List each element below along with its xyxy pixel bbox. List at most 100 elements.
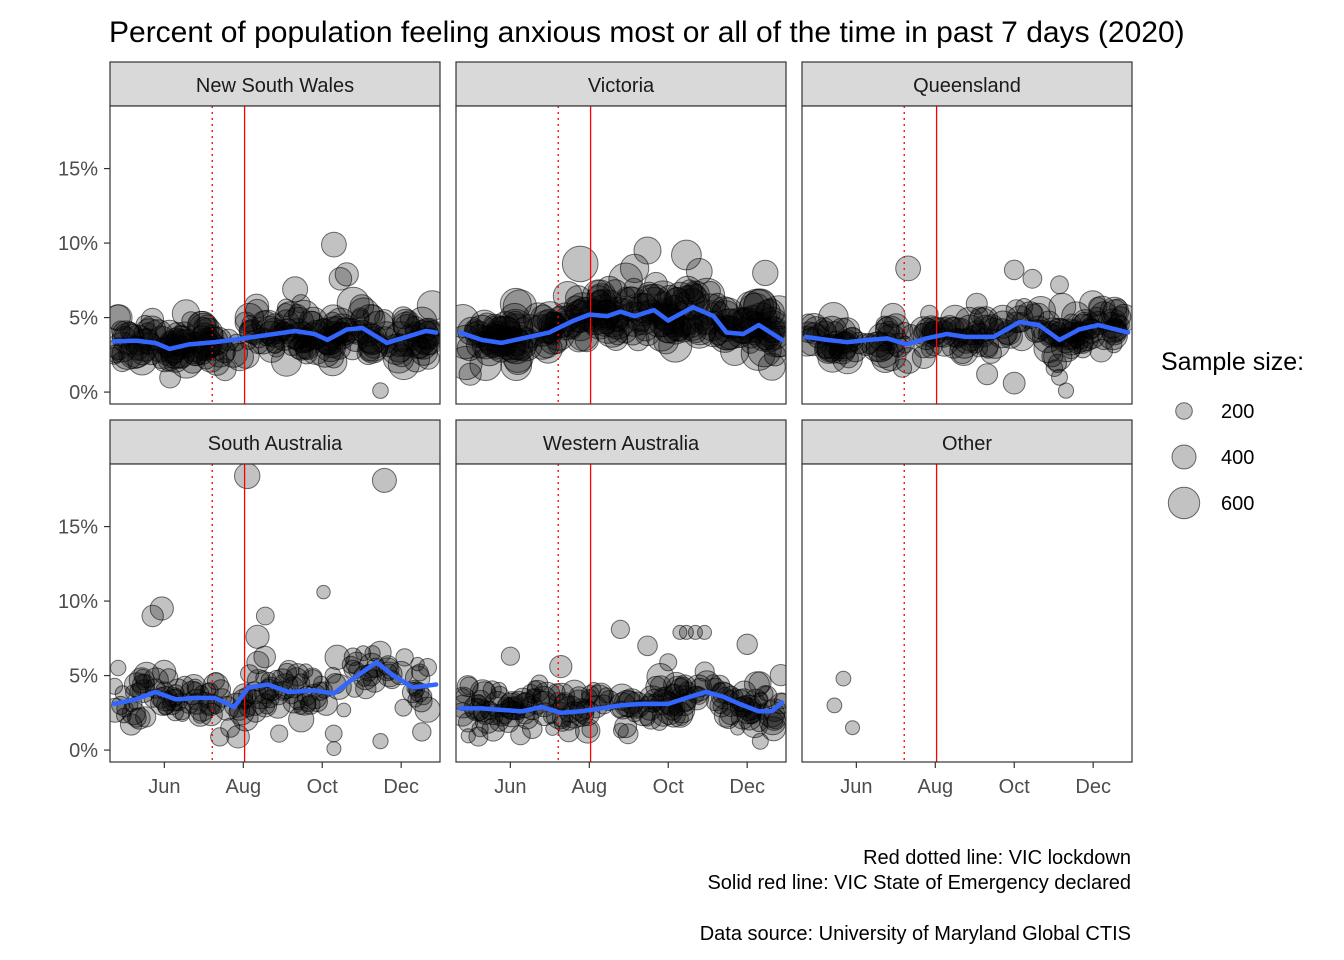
data-point xyxy=(954,314,986,346)
data-point xyxy=(752,259,779,287)
y-tick-label: 0% xyxy=(69,740,98,762)
data-point xyxy=(336,702,352,718)
data-point xyxy=(1002,371,1026,395)
y-tick-label: 15% xyxy=(58,517,98,539)
data-point xyxy=(500,646,520,666)
y-tick-label: 15% xyxy=(58,159,98,181)
data-point xyxy=(135,674,152,691)
data-point xyxy=(633,236,662,265)
data-point xyxy=(234,302,265,333)
data-point xyxy=(654,313,685,344)
data-point xyxy=(460,728,476,744)
data-point xyxy=(355,645,372,662)
x-tick-label: Aug xyxy=(571,776,607,798)
facet-panel: Victoria xyxy=(455,61,787,405)
caption-line: Red dotted line: VIC lockdown xyxy=(863,847,1131,869)
data-point xyxy=(731,306,765,340)
facet-strip xyxy=(109,61,441,107)
data-point xyxy=(391,306,415,330)
data-point xyxy=(976,363,999,386)
data-point xyxy=(199,702,223,727)
y-tick-label: 5% xyxy=(69,666,98,688)
facet-strip xyxy=(801,61,1133,107)
data-point xyxy=(371,467,397,493)
data-point xyxy=(407,692,424,708)
legend-label: 400 xyxy=(1221,447,1254,469)
data-point xyxy=(202,672,230,699)
data-point xyxy=(826,697,843,714)
smooth-trend-line xyxy=(111,325,439,352)
data-point xyxy=(226,724,250,749)
data-point xyxy=(730,720,746,736)
data-point xyxy=(758,685,774,702)
data-point xyxy=(1057,382,1075,399)
x-tick-label: Aug xyxy=(225,776,261,798)
data-point xyxy=(561,245,599,283)
caption-line: Solid red line: VIC State of Emergency d… xyxy=(707,872,1131,894)
data-point xyxy=(459,676,479,696)
data-point xyxy=(835,670,852,687)
x-tick-label: Dec xyxy=(729,776,765,798)
data-point xyxy=(326,741,342,757)
data-point xyxy=(482,680,502,700)
data-point xyxy=(325,673,352,700)
data-point xyxy=(1022,268,1043,289)
data-point xyxy=(270,724,289,743)
panel-plot-area xyxy=(802,106,1132,404)
data-point xyxy=(407,306,438,337)
data-point xyxy=(736,633,758,655)
data-point xyxy=(324,724,343,743)
data-point xyxy=(1089,338,1113,363)
legend: Sample size: 200 400 600 xyxy=(1161,348,1304,520)
x-tick-label: Jun xyxy=(148,776,180,798)
data-point xyxy=(258,698,276,715)
data-point xyxy=(1015,298,1034,316)
legend-key-circle xyxy=(1167,486,1201,520)
data-point xyxy=(525,688,542,705)
facet-strip-label: Queensland xyxy=(913,75,1021,97)
data-point xyxy=(610,619,631,640)
facet-panel: Western Australia Jun Aug Oct Dec xyxy=(455,419,787,798)
data-point xyxy=(410,690,433,713)
data-point xyxy=(1045,359,1064,378)
data-point xyxy=(490,681,508,699)
data-point xyxy=(456,675,479,698)
data-point xyxy=(288,304,308,324)
panel-plot-area xyxy=(110,464,440,762)
data-point xyxy=(1099,296,1130,327)
panel-plot-area xyxy=(826,464,938,762)
data-point xyxy=(978,339,999,359)
data-point xyxy=(328,267,353,291)
x-tick-label: Oct xyxy=(653,776,685,798)
data-point xyxy=(626,705,643,723)
data-point xyxy=(299,695,317,713)
data-point xyxy=(316,584,331,600)
facet-strip xyxy=(109,419,441,465)
legend-key-circle xyxy=(1175,402,1193,420)
x-tick-label: Dec xyxy=(383,776,419,798)
data-point xyxy=(302,667,323,689)
data-point xyxy=(412,722,432,742)
data-point xyxy=(769,664,786,687)
data-point xyxy=(697,624,712,640)
facet-strip-label: Victoria xyxy=(588,75,655,97)
data-point xyxy=(394,698,413,717)
data-point xyxy=(965,292,988,315)
facet-strip-label: South Australia xyxy=(208,433,343,455)
data-point xyxy=(402,345,431,373)
data-point xyxy=(637,635,658,657)
smooth-trend-line xyxy=(111,659,439,710)
x-tick-label: Oct xyxy=(307,776,339,798)
data-point xyxy=(568,686,590,708)
data-point xyxy=(110,304,133,332)
data-point xyxy=(499,302,531,334)
data-point xyxy=(743,288,778,323)
x-tick-label: Aug xyxy=(917,776,953,798)
data-point xyxy=(748,671,772,695)
x-tick-label: Dec xyxy=(1075,776,1111,798)
data-point xyxy=(203,350,230,376)
data-point xyxy=(128,667,155,694)
panel-border xyxy=(109,105,441,405)
data-point xyxy=(206,672,225,690)
data-point xyxy=(489,685,510,706)
